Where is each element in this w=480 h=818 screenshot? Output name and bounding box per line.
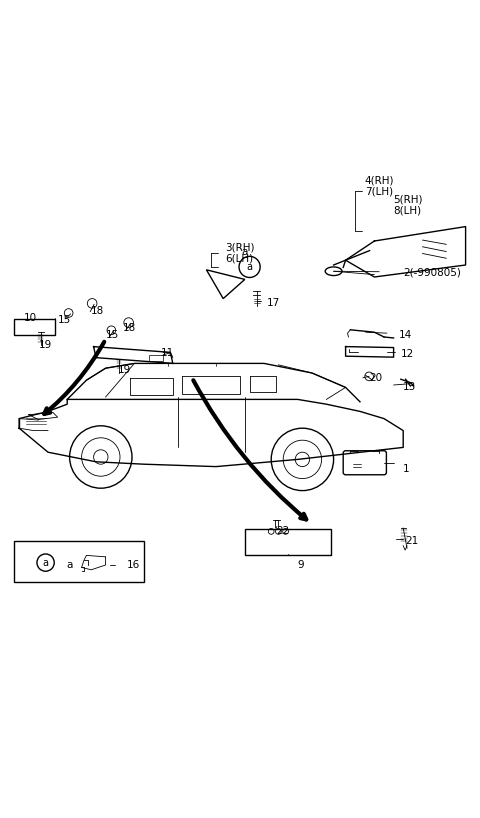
Text: 9: 9 <box>298 560 304 569</box>
Bar <box>245 528 331 555</box>
Text: 20: 20 <box>370 373 383 383</box>
Text: 15: 15 <box>58 315 71 325</box>
Text: a: a <box>43 558 48 568</box>
Text: 15: 15 <box>106 330 119 339</box>
Bar <box>149 355 163 362</box>
Text: 22: 22 <box>276 526 289 536</box>
Text: 21: 21 <box>406 536 419 546</box>
Text: 10: 10 <box>24 312 37 323</box>
Text: 2(-990805): 2(-990805) <box>403 267 461 277</box>
Text: 13: 13 <box>403 382 417 393</box>
Text: 14: 14 <box>398 330 412 339</box>
Text: 3(RH)
6(LH): 3(RH) 6(LH) <box>226 242 255 263</box>
Text: 5(RH)
8(LH): 5(RH) 8(LH) <box>394 194 423 216</box>
Text: 16: 16 <box>127 560 141 570</box>
Bar <box>14 319 55 335</box>
Text: a: a <box>66 560 72 570</box>
Text: 18: 18 <box>122 323 136 334</box>
Text: 19: 19 <box>38 339 52 349</box>
Text: 19: 19 <box>118 365 131 375</box>
Text: a: a <box>241 246 248 257</box>
Text: 17: 17 <box>266 299 280 308</box>
Text: 11: 11 <box>161 348 174 357</box>
Bar <box>14 541 144 582</box>
Text: 4(RH)
7(LH): 4(RH) 7(LH) <box>365 175 394 196</box>
Text: 12: 12 <box>401 348 414 359</box>
Text: a: a <box>247 262 252 272</box>
Text: 1: 1 <box>403 464 410 474</box>
Text: 18: 18 <box>91 306 105 316</box>
